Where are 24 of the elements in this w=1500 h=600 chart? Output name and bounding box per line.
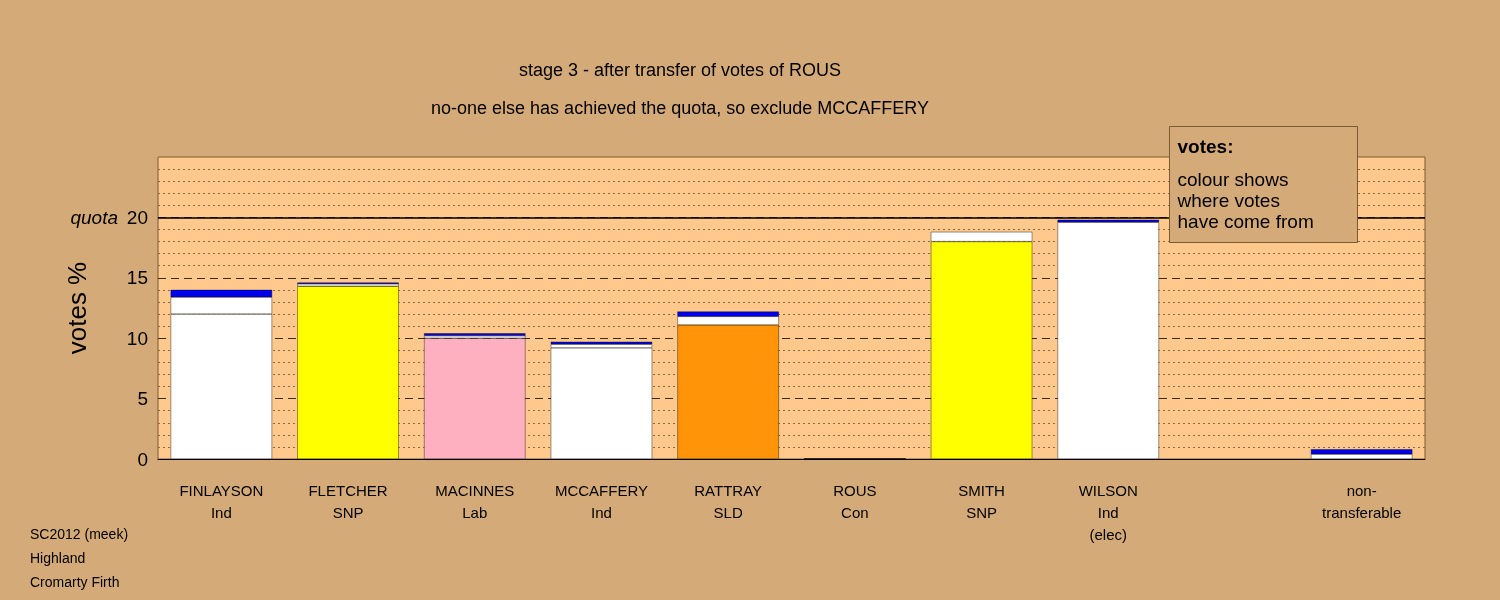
x-tick-label: MCCAFFERY Ind (554, 481, 648, 521)
y-axis-title: votes % (62, 261, 92, 355)
x-tick-label: MACINNES Lab (435, 481, 515, 521)
x-tick-label: WILSON Ind (elec) (1078, 481, 1138, 543)
text: SC2012 (meek) (30, 526, 129, 542)
bar (1310, 449, 1413, 455)
text: Highland (30, 550, 86, 566)
chart-subtitle: no-one else has achieved the quota, so exclude MCCAFFERY (431, 98, 929, 118)
x-tick-label: ROUS Con (833, 481, 877, 521)
chart-title: stage 3 - after transfer of votes of ROUS (518, 60, 842, 80)
x-tick-label: FINLAYSON Ind (179, 481, 264, 521)
y-tick-label: 0 (137, 448, 148, 470)
text: Cromarty Firth (30, 574, 120, 590)
ref-line-label: quota (70, 206, 118, 228)
x-tick-label: non- transferable (1322, 481, 1402, 521)
y-tick-label: 20 (126, 206, 148, 228)
text: votes: (1177, 135, 1234, 157)
y-tick-label: 10 (126, 327, 148, 349)
y-tick-label: 15 (126, 267, 148, 289)
x-tick-label: FLETCHER SNP (308, 481, 388, 521)
x-tick-label: SMITH SNP (958, 481, 1005, 521)
annotation: colour shows where votes have come from (1176, 168, 1314, 232)
x-tick-label: RATTRAY SLD (694, 481, 763, 521)
y-tick-label: 5 (137, 388, 148, 410)
